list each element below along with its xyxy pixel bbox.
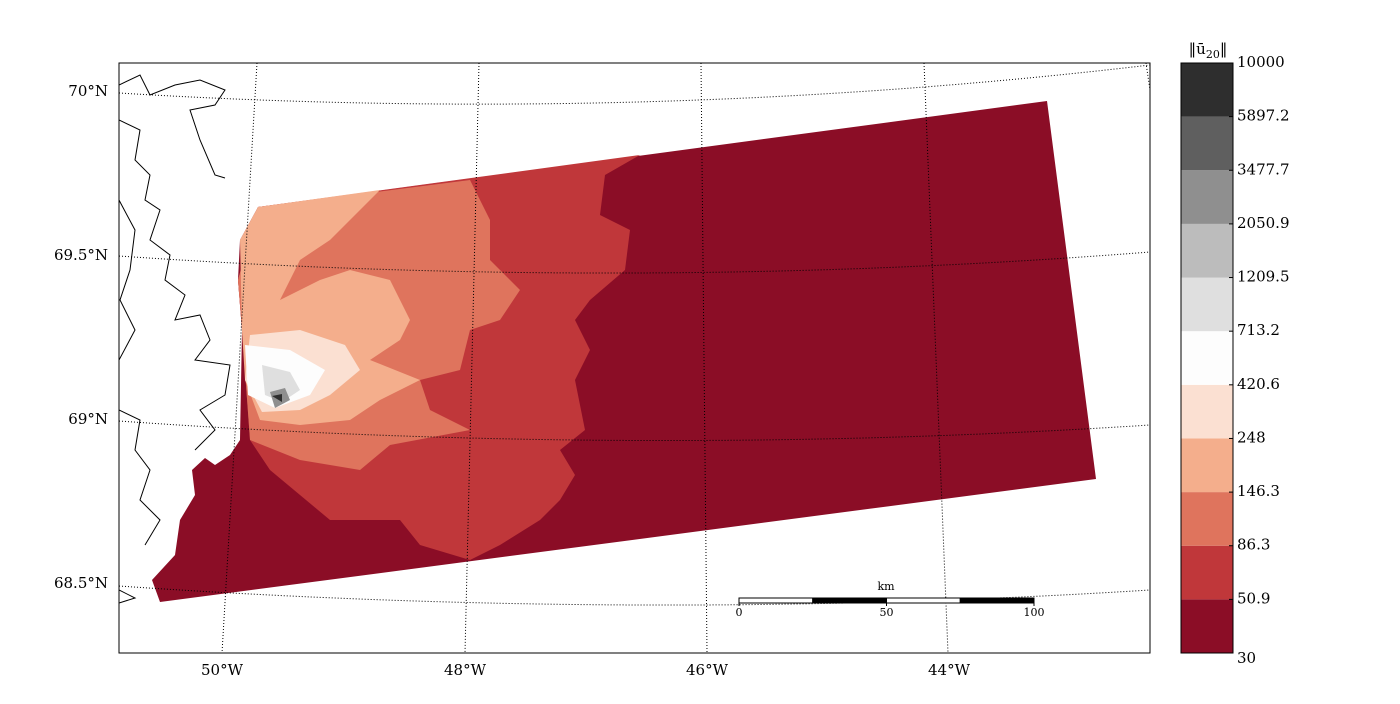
scale-label: 100	[1024, 606, 1045, 619]
colorbar-label: 420.6	[1237, 375, 1280, 393]
colorbar-label: 2050.9	[1237, 214, 1290, 232]
lon-label: 48°W	[444, 661, 487, 679]
colorbar-band	[1181, 116, 1233, 171]
lat-label: 69°N	[68, 410, 108, 428]
colorbar-frame	[1180, 62, 1234, 654]
title-part: ‖ū	[1189, 40, 1207, 58]
scale-label: 0	[736, 606, 743, 619]
lon-label: 50°W	[201, 661, 244, 679]
lon-label: 44°W	[928, 661, 971, 679]
scale-segment	[738, 597, 814, 604]
colorbar: 30 50.9 86.3 146.3 248 420.6 713.2 1209.5 2050.9…	[1180, 53, 1290, 667]
colorbar-label: 713.2	[1237, 321, 1280, 339]
grid-line	[221, 63, 258, 653]
colorbar-label: 5897.2	[1237, 107, 1290, 125]
scale-segment	[886, 597, 961, 604]
colorbar-band	[1181, 63, 1233, 117]
colorbar-band	[1181, 331, 1233, 385]
colorbar-band	[1181, 492, 1233, 546]
map-frame	[118, 62, 1151, 654]
colorbar-band	[1181, 599, 1233, 653]
colorbar-label: 1209.5	[1237, 268, 1290, 286]
scale-segment	[812, 597, 887, 604]
colorbar-band	[1181, 545, 1233, 600]
lat-label: 69.5°N	[54, 246, 108, 264]
lon-label: 46°W	[686, 661, 729, 679]
colorbar-label: 10000	[1237, 53, 1285, 71]
map-area	[119, 63, 1150, 653]
lat-label: 68.5°N	[54, 574, 108, 592]
lat-label: 70°N	[68, 82, 108, 100]
colorbar-label: 3477.7	[1237, 160, 1290, 178]
grid-line	[923, 63, 949, 653]
colorbar-label: 30	[1237, 649, 1256, 667]
coastline	[119, 74, 231, 604]
colorbar-band	[1181, 438, 1233, 493]
colorbar-label: 248	[1237, 428, 1266, 446]
colorbar-label: 50.9	[1237, 589, 1270, 607]
grid-line	[119, 64, 1150, 105]
scale-label: 50	[880, 606, 894, 619]
title-subscript: 20	[1206, 48, 1220, 61]
grid-line	[1145, 63, 1150, 91]
colorbar-band	[1181, 223, 1233, 278]
contour-band	[272, 394, 282, 402]
colorbar-band	[1181, 277, 1233, 332]
scale-unit: km	[877, 580, 895, 593]
scale-segment	[959, 597, 1035, 604]
colorbar-band	[1181, 170, 1233, 224]
colorbar-label: 86.3	[1237, 536, 1270, 554]
colorbar-label: 146.3	[1237, 482, 1280, 500]
colorbar-band	[1181, 384, 1233, 439]
scale-bar: km 0 50 100	[736, 580, 1045, 619]
title-part: ‖	[1220, 40, 1228, 58]
colorbar-title: ‖ū20‖	[1189, 40, 1228, 61]
